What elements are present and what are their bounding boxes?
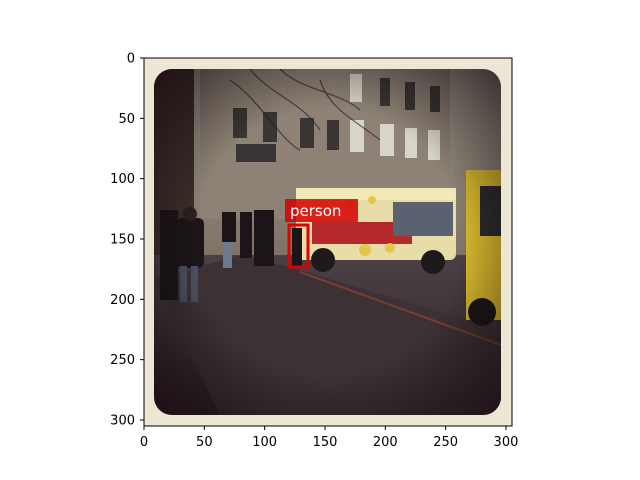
- x-tick-label: 250: [433, 435, 458, 450]
- y-tick-label: 150: [110, 232, 135, 247]
- x-tick-label: 50: [196, 435, 213, 450]
- x-axis: 0 50 100 150 200 250 300: [140, 426, 519, 450]
- y-tick-label: 300: [110, 413, 135, 428]
- y-tick-label: 200: [110, 293, 135, 308]
- x-tick-label: 0: [140, 435, 148, 450]
- detection-label-bg: [285, 199, 358, 222]
- y-tick-label: 100: [110, 172, 135, 187]
- x-tick-label: 100: [252, 435, 277, 450]
- axes-frame: [143, 57, 513, 427]
- x-tick-label: 300: [494, 435, 519, 450]
- x-tick-label: 200: [373, 435, 398, 450]
- y-tick-label: 250: [110, 353, 135, 368]
- detection-box: [287, 223, 310, 269]
- y-tick-label: 50: [118, 112, 135, 127]
- y-tick-label: 0: [127, 52, 135, 67]
- detection-label: person: [290, 202, 341, 220]
- y-axis: 0 50 100 150 200 250 300: [110, 52, 144, 428]
- x-tick-label: 150: [313, 435, 338, 450]
- photo: [144, 58, 512, 426]
- detection-overlay: person: [285, 199, 358, 269]
